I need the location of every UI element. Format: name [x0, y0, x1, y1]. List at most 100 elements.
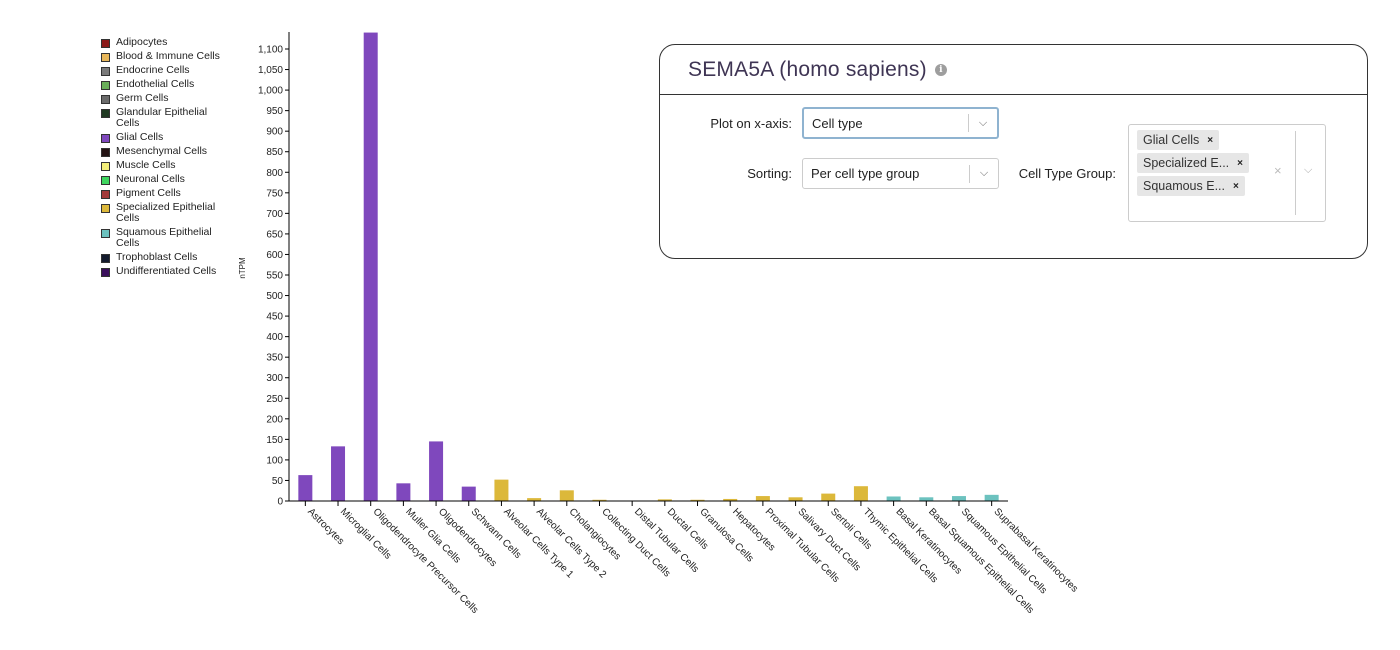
legend-swatch — [101, 67, 110, 76]
legend-swatch — [101, 190, 110, 199]
legend-item: Trophoblast Cells — [101, 252, 241, 263]
cell-type-group-label: Cell Type Group: — [1018, 166, 1116, 181]
chip-label: Specialized E... — [1143, 156, 1230, 170]
sorting-select[interactable]: Per cell type group ⌵ — [802, 158, 999, 189]
legend-item: Pigment Cells — [101, 188, 241, 199]
bar — [821, 493, 836, 501]
chip-label: Glial Cells — [1143, 133, 1200, 147]
chip-remove-icon[interactable]: × — [1207, 134, 1214, 146]
legend-item: Glandular Epithelial Cells — [101, 107, 241, 129]
legend-item: Undifferentiated Cells — [101, 266, 241, 277]
legend-item: Muscle Cells — [101, 160, 241, 171]
legend-item: Glial Cells — [101, 132, 241, 143]
legend-swatch — [101, 148, 110, 157]
chip-label: Squamous E... — [1143, 179, 1225, 193]
legend-swatch — [101, 134, 110, 143]
sorting-select-value: Per cell type group — [811, 166, 920, 181]
chevron-down-icon[interactable]: ⌵ — [978, 116, 988, 129]
xaxis-select-value: Cell type — [812, 115, 863, 131]
chevron-down-icon[interactable]: ⌵ — [1304, 164, 1313, 176]
chip-remove-icon[interactable]: × — [1233, 180, 1239, 192]
bar — [429, 441, 444, 501]
legend-swatch — [101, 204, 110, 213]
y-tick-label: 350 — [266, 353, 283, 364]
legend-label: Endothelial Cells — [116, 78, 195, 90]
legend-label: Germ Cells — [116, 92, 169, 104]
bar — [494, 479, 509, 501]
chip-glial-cells: Glial Cells × — [1137, 130, 1220, 150]
y-tick-label: 650 — [266, 229, 283, 240]
legend-label: Glial Cells — [116, 131, 164, 143]
bar — [657, 499, 672, 501]
y-tick-label: 50 — [272, 476, 284, 487]
legend-label: Pigment Cells — [116, 187, 181, 199]
bar — [461, 486, 476, 501]
x-tick-label: Oligodendrocytes — [436, 506, 499, 569]
y-tick-label: 300 — [266, 373, 283, 384]
bar — [527, 498, 542, 501]
legend-label: Glandular Epithelial Cells — [116, 106, 208, 129]
y-tick-label: 500 — [266, 291, 283, 302]
chip-remove-icon[interactable]: × — [1237, 157, 1244, 169]
sorting-label: Sorting: — [747, 166, 792, 181]
bar — [886, 496, 901, 501]
legend-label: Endocrine Cells — [116, 64, 190, 76]
chevron-down-icon[interactable]: ⌵ — [979, 167, 989, 179]
y-tick-label: 400 — [266, 332, 283, 343]
bar — [755, 496, 770, 501]
legend-label: Neuronal Cells — [116, 173, 185, 185]
bar — [363, 32, 378, 502]
y-tick-label: 450 — [266, 312, 283, 323]
select-separator — [969, 164, 970, 183]
xaxis-select[interactable]: Cell type ⌵ — [802, 107, 999, 139]
legend-swatch — [101, 254, 110, 263]
y-axis: 0 50 100 150 200 250 300 350 400 450 500 550 600 650 7… — [238, 32, 290, 508]
y-tick-label: 1,050 — [258, 65, 283, 76]
bar — [919, 497, 934, 501]
bars — [298, 32, 999, 502]
legend-item: Neuronal Cells — [101, 174, 241, 185]
legend-label: Specialized Epithelial Cells — [116, 201, 216, 224]
y-tick-label: 1,000 — [258, 86, 283, 97]
y-tick-label: 750 — [266, 188, 283, 199]
y-tick-label: 100 — [266, 455, 283, 466]
legend-item: Endocrine Cells — [101, 65, 241, 76]
select-separator — [968, 114, 969, 132]
bar — [788, 497, 803, 501]
legend-item: Adipocytes — [101, 37, 241, 48]
bar — [951, 496, 966, 501]
gene-panel: SEMA5A (homo sapiens) i Plot on x-axis: … — [659, 44, 1368, 259]
legend-label: Undifferentiated Cells — [116, 265, 217, 277]
y-tick-label: 250 — [266, 394, 283, 405]
bar — [690, 499, 705, 501]
chip-specialized-epithelial: Specialized E... × — [1137, 153, 1250, 173]
cell-type-group-select[interactable]: Glial Cells × Specialized E... × Squamou… — [1128, 124, 1326, 222]
xaxis-label: Plot on x-axis: — [710, 116, 792, 131]
y-tick-label: 900 — [266, 127, 283, 138]
bar — [298, 475, 313, 501]
legend-label: Trophoblast Cells — [116, 251, 198, 263]
y-tick-label: 550 — [266, 271, 283, 282]
bar — [853, 486, 868, 501]
legend-label: Adipocytes — [116, 36, 168, 48]
legend-label: Muscle Cells — [116, 159, 176, 171]
legend-item: Squamous Epithelial Cells — [101, 227, 241, 249]
legend-swatch — [101, 268, 110, 277]
legend-item: Specialized Epithelial Cells — [101, 202, 241, 224]
bar — [396, 483, 411, 501]
y-tick-label: 1,100 — [258, 45, 283, 56]
y-axis-label: nTPM — [238, 257, 247, 279]
info-icon[interactable]: i — [934, 63, 947, 76]
legend-swatch — [101, 95, 110, 104]
legend-item: Mesenchymal Cells — [101, 146, 241, 157]
clear-icon[interactable]: × — [1274, 163, 1282, 178]
legend-label: Mesenchymal Cells — [116, 145, 208, 157]
legend-item: Blood & Immune Cells — [101, 51, 241, 62]
legend-swatch — [101, 162, 110, 171]
legend-label: Blood & Immune Cells — [116, 50, 220, 62]
legend-swatch — [101, 81, 110, 90]
bar — [984, 494, 999, 501]
bar — [723, 498, 738, 501]
x-tick-label: Salivary Duct Cells — [795, 506, 862, 573]
